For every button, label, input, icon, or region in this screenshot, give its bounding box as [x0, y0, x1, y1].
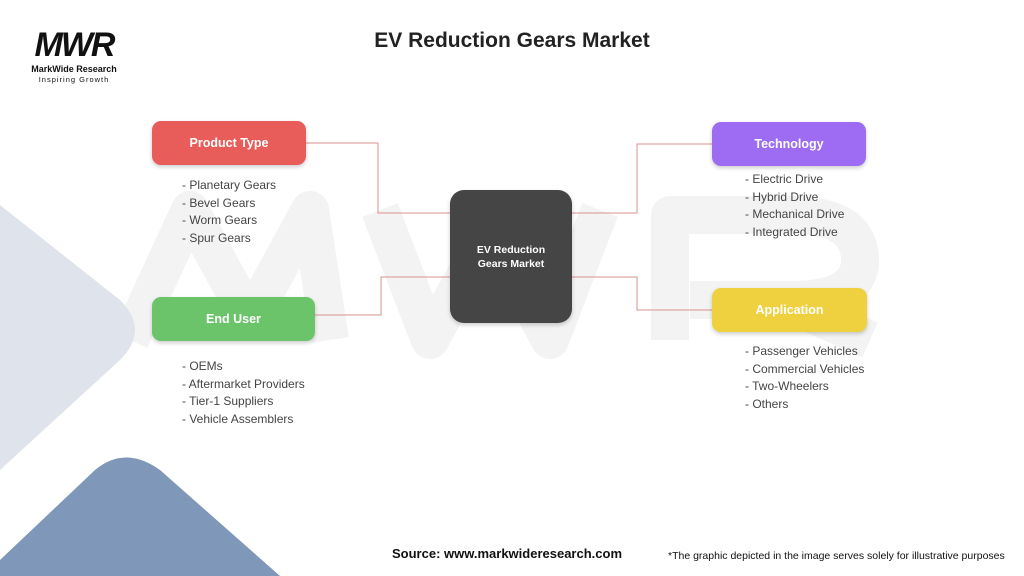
list-item: - Planetary Gears: [182, 178, 277, 192]
node-product-type: Product Type: [152, 121, 306, 165]
list-application: - Passenger Vehicles - Commercial Vehicl…: [745, 343, 864, 413]
list-item: - Commercial Vehicles: [745, 361, 865, 376]
list-item: - Two-Wheelers: [745, 379, 829, 393]
connector-end-user: [315, 276, 450, 316]
list-end-user: - OEMs - Aftermarket Providers - Tier-1 …: [182, 358, 305, 428]
list-item: - Vehicle Assemblers: [182, 411, 294, 426]
list-technology: - Electric Drive - Hybrid Drive - Mechan…: [745, 171, 844, 241]
connector-technology: [566, 143, 712, 214]
logo-mark: MWR: [34, 26, 116, 64]
list-item: - Tier-1 Suppliers: [182, 394, 274, 408]
node-end-user: End User: [152, 297, 315, 341]
list-item: - Electric Drive: [745, 172, 824, 186]
list-item: - Passenger Vehicles: [745, 344, 858, 358]
list-item: - Worm Gears: [182, 213, 258, 227]
node-application: Application: [712, 288, 867, 332]
node-label: Technology: [754, 137, 824, 151]
list-item: - Aftermarket Providers: [182, 376, 305, 391]
list-item: - Bevel Gears: [182, 195, 256, 210]
list-item: - OEMs: [182, 359, 223, 373]
connectors: [306, 142, 712, 316]
logo-tagline: Inspiring Growth: [38, 75, 110, 84]
list-product-type: - Planetary Gears - Bevel Gears - Worm G…: [182, 177, 276, 247]
disclaimer-note: *The graphic depicted in the image serve…: [668, 550, 1005, 562]
source-text: Source: www.markwideresearch.com: [392, 546, 623, 561]
list-item: - Mechanical Drive: [745, 207, 845, 221]
page-title: EV Reduction Gears Market: [374, 29, 650, 52]
logo-name: MarkWide Research: [31, 64, 117, 74]
bg-shape-dark: [0, 457, 280, 576]
list-item: - Others: [745, 396, 789, 411]
center-node: EV Reduction Gears Market: [450, 190, 572, 323]
connector-application: [566, 276, 712, 311]
node-label: Application: [755, 303, 824, 317]
list-item: - Hybrid Drive: [745, 189, 819, 204]
list-item: - Integrated Drive: [745, 224, 838, 239]
node-technology: Technology: [712, 122, 866, 166]
node-label: End User: [206, 312, 261, 326]
list-item: - Spur Gears: [182, 230, 251, 245]
node-label: Product Type: [189, 136, 269, 150]
bg-shape-light: [0, 205, 135, 470]
connector-product-type: [306, 142, 450, 214]
logo: MWR MarkWide Research Inspiring Growth: [22, 26, 126, 84]
center-label: EV Reduction Gears Market: [476, 243, 546, 270]
